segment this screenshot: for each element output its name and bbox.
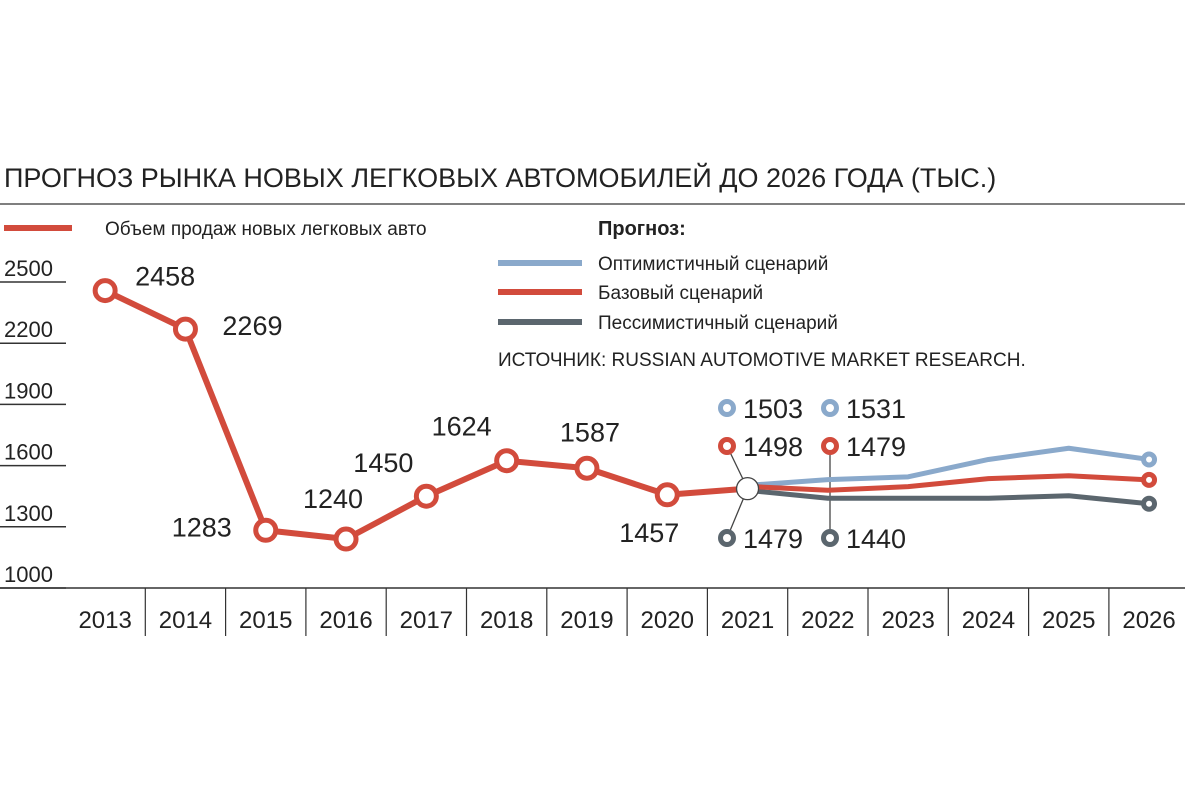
label-marker	[821, 437, 839, 455]
y-tick-label: 2200	[4, 317, 53, 342]
y-tick-label: 1600	[4, 440, 53, 465]
y-tick-label: 1000	[4, 562, 53, 587]
data-label: 1479	[846, 432, 906, 462]
data-label: 1531	[846, 394, 906, 424]
data-label: 2458	[135, 262, 195, 292]
x-tick-label: 2013	[78, 607, 131, 634]
x-tick-label: 2019	[560, 607, 613, 634]
end-point	[1141, 451, 1158, 468]
x-tick-label: 2024	[962, 607, 1015, 634]
data-label: 1440	[846, 524, 906, 554]
data-label: 1498	[743, 432, 803, 462]
x-tick-label: 2018	[480, 607, 533, 634]
x-tick-label: 2017	[400, 607, 453, 634]
chart-title: ПРОГНОЗ РЫНКА НОВЫХ ЛЕГКОВЫХ АВТОМОБИЛЕЙ…	[4, 162, 996, 193]
label-marker	[718, 529, 736, 547]
legend-label: Базовый сценарий	[598, 283, 763, 304]
data-label: 1624	[432, 412, 492, 442]
data-label: 1479	[743, 524, 803, 554]
point	[92, 278, 118, 304]
point	[333, 526, 359, 552]
source: ИСТОЧНИК: RUSSIAN AUTOMOTIVE MARKET RESE…	[498, 350, 1026, 371]
label-marker	[718, 399, 736, 417]
data-label: 1457	[619, 518, 679, 548]
point	[172, 316, 198, 342]
point	[413, 483, 439, 509]
y-tick-label: 1300	[4, 501, 53, 526]
data-label: 1587	[560, 417, 620, 447]
data-label: 1283	[172, 512, 232, 542]
y-tick-label: 1900	[4, 378, 53, 403]
series-line	[747, 473, 1150, 493]
data-label: 1503	[743, 394, 803, 424]
x-tick-label: 2023	[881, 607, 934, 634]
y-tick-label: 2500	[4, 256, 53, 281]
data-label: 1450	[353, 448, 413, 478]
legend-title: Прогноз:	[598, 218, 686, 240]
x-tick-label: 2015	[239, 607, 292, 634]
x-tick-label: 2022	[801, 607, 854, 634]
end-point	[1141, 471, 1158, 488]
legend-label: Объем продаж новых легковых авто	[105, 219, 427, 240]
point	[253, 517, 279, 543]
label-marker	[821, 399, 839, 417]
x-tick-label: 2020	[641, 607, 694, 634]
x-tick-label: 2014	[159, 607, 212, 634]
series-line	[747, 487, 1150, 507]
x-tick-label: 2016	[319, 607, 372, 634]
data-label: 1240	[303, 484, 363, 514]
x-tick-label: 2021	[721, 607, 774, 634]
x-tick-label: 2026	[1122, 607, 1175, 634]
data-label: 2269	[222, 311, 282, 341]
legend-label: Оптимистичный сценарий	[598, 254, 828, 275]
x-tick-label: 2025	[1042, 607, 1095, 634]
point	[574, 455, 600, 481]
end-point	[1141, 495, 1158, 512]
point	[654, 482, 680, 508]
legend-label: Пессимистичный сценарий	[598, 313, 838, 334]
label-marker	[718, 437, 736, 455]
series-line	[747, 445, 1150, 488]
point	[494, 448, 520, 474]
label-marker	[821, 529, 839, 547]
point	[735, 477, 760, 501]
